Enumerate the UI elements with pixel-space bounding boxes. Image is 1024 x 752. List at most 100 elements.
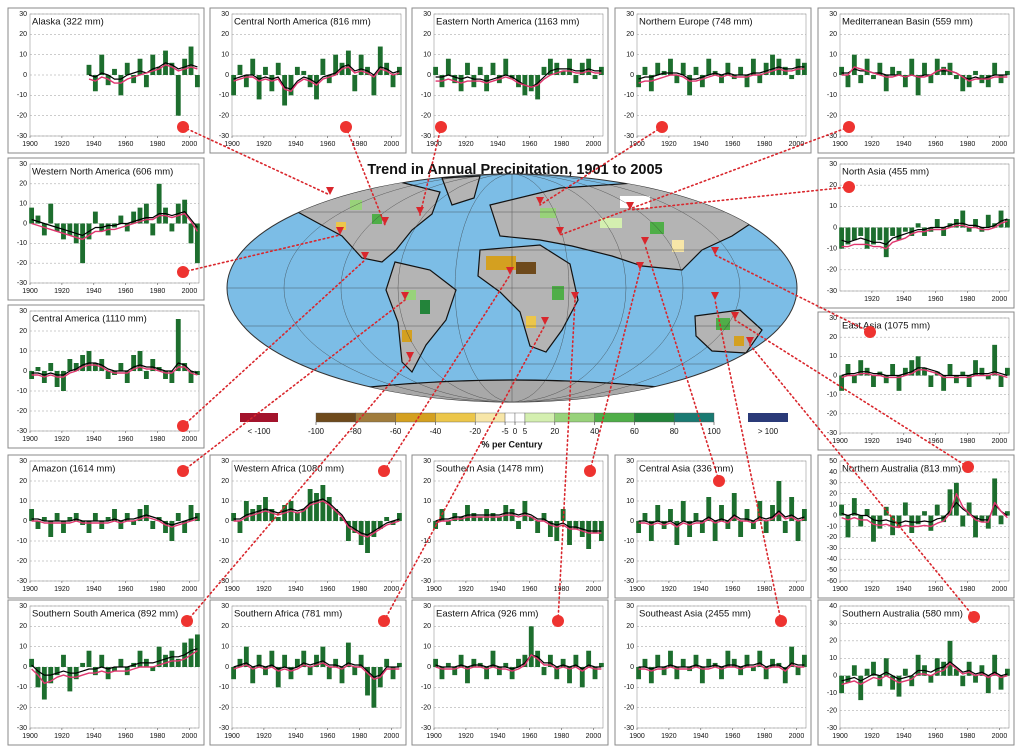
x-tick-label: 1980 <box>554 733 570 740</box>
x-tick-label: 1960 <box>118 436 134 443</box>
map-arrow <box>636 262 644 270</box>
map-arrow <box>406 352 414 360</box>
colorbar-tick-label: 60 <box>630 427 639 436</box>
y-tick-label: 30 <box>829 480 837 487</box>
bar <box>156 66 162 75</box>
x-tick-label: 1940 <box>288 733 304 740</box>
cell <box>402 330 412 342</box>
bar <box>706 658 712 667</box>
smoothed-line <box>638 664 805 672</box>
y-tick-label: -20 <box>421 705 431 712</box>
bar <box>941 375 947 391</box>
bar <box>966 375 972 387</box>
bar <box>301 509 307 521</box>
y-tick-label: 20 <box>829 491 837 498</box>
map-arrow <box>711 292 719 300</box>
panel: -30 -20 -10 0 10 20 30 1900 1920 1940 1960 1980 2000… <box>7 157 205 301</box>
smoothed-line <box>638 68 805 84</box>
y-tick-label: 0 <box>23 518 27 525</box>
bar <box>953 668 959 676</box>
panel: -30 -20 -10 0 10 20 30 1900 1920 1940 1960 1980 2000… <box>209 599 407 746</box>
bar <box>352 521 358 533</box>
y-tick-label: -20 <box>421 558 431 565</box>
bar <box>169 62 175 75</box>
y-tick-label: -30 <box>17 133 27 140</box>
bar <box>131 521 137 525</box>
smoothed-line <box>233 498 400 536</box>
x-tick-label: 1900 <box>629 141 645 148</box>
y-tick-label: -60 <box>827 578 837 585</box>
smoothed-line <box>638 662 805 670</box>
bar <box>706 58 712 75</box>
bar <box>573 521 579 529</box>
y-tick-label: 0 <box>833 72 837 79</box>
bar <box>48 363 54 371</box>
bar <box>48 521 54 537</box>
bar <box>960 210 966 228</box>
bar <box>294 66 300 75</box>
bar <box>947 364 953 376</box>
panel-title: East Asia (1075 mm) <box>842 321 930 332</box>
bar <box>573 654 579 667</box>
bar <box>112 667 117 672</box>
link-line <box>182 126 331 196</box>
bar <box>763 62 769 75</box>
y-tick-label: 20 <box>626 31 634 38</box>
x-tick-label: 1900 <box>22 586 38 593</box>
bar <box>105 75 111 86</box>
bar <box>801 509 807 521</box>
bar <box>915 223 921 228</box>
bar <box>339 667 345 684</box>
x-tick-label: 1920 <box>54 586 70 593</box>
bar <box>719 667 724 680</box>
bar <box>326 497 332 521</box>
smoothed-line <box>233 64 400 90</box>
link-line <box>182 259 366 427</box>
bar <box>896 375 902 391</box>
bar <box>864 58 870 75</box>
panel-title: Southern South America (892 mm) <box>32 609 178 620</box>
y-tick-label: 0 <box>427 72 431 79</box>
map-arrow <box>556 227 564 235</box>
panel-title: Southern Asia (1478 mm) <box>436 464 544 475</box>
bar <box>371 521 377 537</box>
bar <box>433 658 439 667</box>
bar <box>61 521 66 533</box>
bar <box>80 355 86 371</box>
x-tick-label: 1920 <box>54 436 70 443</box>
bar <box>941 661 947 676</box>
bar <box>131 355 137 371</box>
y-tick-label: -20 <box>624 558 634 565</box>
y-tick-label: 10 <box>221 498 229 505</box>
panel-title: Southern Australia (580 mm) <box>842 609 963 620</box>
colorbar-tick-label: 0 <box>513 427 518 436</box>
smoothed-line <box>88 62 198 80</box>
x-tick-label: 2000 <box>182 586 198 593</box>
y-tick-label: -10 <box>17 388 27 395</box>
y-tick-label: -30 <box>421 725 431 732</box>
colorbar-segment <box>634 412 675 423</box>
y-tick-label: -30 <box>421 578 431 585</box>
y-tick-label: -30 <box>17 578 27 585</box>
bar <box>156 183 162 224</box>
y-tick-label: 20 <box>626 623 634 630</box>
smoothed-line <box>638 512 805 528</box>
bar <box>851 665 857 676</box>
bar <box>320 58 326 75</box>
bar <box>674 521 680 545</box>
y-tick-label: 20 <box>423 478 431 485</box>
bar <box>801 62 807 75</box>
bar <box>150 54 156 75</box>
colorbar-tick-label: -5 <box>501 427 509 436</box>
bar <box>883 75 889 92</box>
bar <box>567 667 572 684</box>
y-tick-label: -20 <box>17 558 27 565</box>
region-dot <box>378 465 390 477</box>
map-arrow <box>746 337 754 345</box>
bar <box>269 650 275 667</box>
bar <box>326 75 332 84</box>
y-tick-label: 0 <box>630 664 634 671</box>
bar <box>54 513 60 521</box>
panel-title: Southern Africa (781 mm) <box>234 609 342 620</box>
bar <box>124 223 130 232</box>
